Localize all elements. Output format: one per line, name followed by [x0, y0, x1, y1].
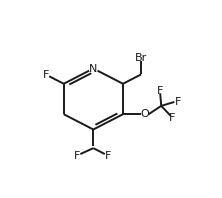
Text: F: F [105, 151, 111, 161]
Text: F: F [43, 70, 50, 80]
Text: F: F [169, 113, 175, 123]
Text: F: F [157, 86, 163, 96]
Text: N: N [89, 64, 97, 73]
Text: O: O [141, 109, 149, 119]
Text: F: F [74, 151, 80, 161]
Text: Br: Br [135, 53, 147, 63]
Text: F: F [175, 97, 181, 107]
